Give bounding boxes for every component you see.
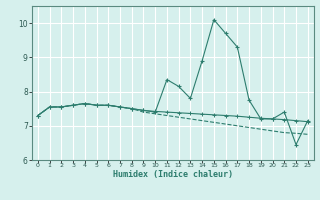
X-axis label: Humidex (Indice chaleur): Humidex (Indice chaleur)	[113, 170, 233, 179]
